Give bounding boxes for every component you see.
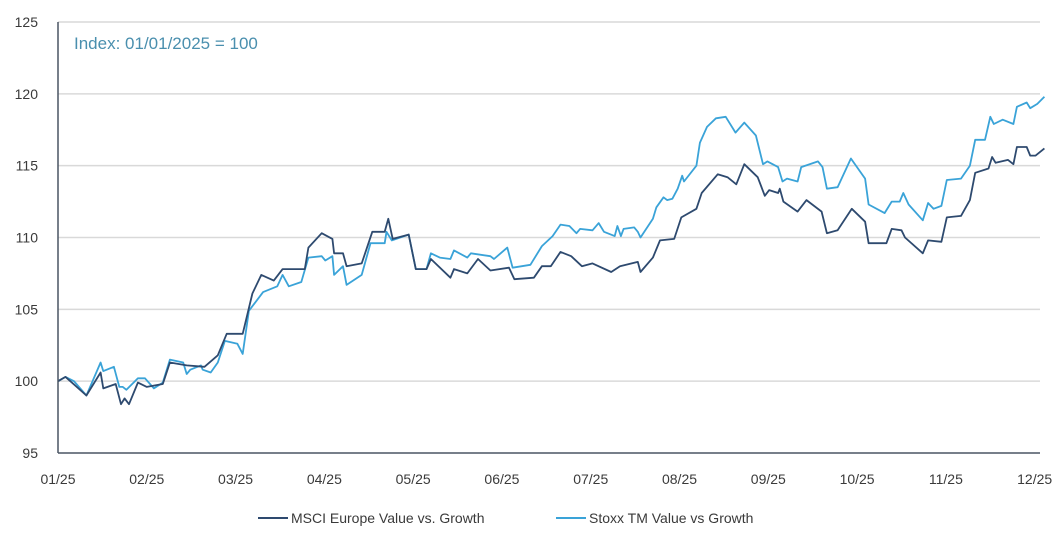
gridlines xyxy=(58,21,1040,382)
legend-label: Stoxx TM Value vs Growth xyxy=(589,510,753,526)
x-tick-label: 04/25 xyxy=(307,471,342,487)
legend-item: Stoxx TM Value vs Growth xyxy=(556,510,753,526)
x-tick-label: 03/25 xyxy=(218,471,253,487)
x-tick-label: 05/25 xyxy=(396,471,431,487)
y-tick-label: 100 xyxy=(15,373,39,389)
y-axis-ticks: 95 100 105 110 115 120 125 xyxy=(15,14,39,461)
series-line-stoxx-tm xyxy=(57,96,1046,397)
x-tick-label: 07/25 xyxy=(573,471,608,487)
y-tick-label: 115 xyxy=(16,158,39,174)
series-line-msci-europe xyxy=(57,146,1045,406)
series-lines xyxy=(57,96,1046,406)
x-tick-label: 08/25 xyxy=(662,471,697,487)
x-tick-label: 11/25 xyxy=(929,471,963,487)
legend-item: MSCI Europe Value vs. Growth xyxy=(258,510,484,526)
x-tick-label: 12/25 xyxy=(1017,471,1052,487)
x-tick-label: 01/25 xyxy=(40,471,75,487)
legend: MSCI Europe Value vs. Growth Stoxx TM Val… xyxy=(258,510,753,526)
y-tick-label: 125 xyxy=(15,14,39,30)
x-tick-label: 06/25 xyxy=(484,471,519,487)
legend-label: MSCI Europe Value vs. Growth xyxy=(291,510,484,526)
y-tick-label: 120 xyxy=(15,86,39,102)
y-tick-label: 95 xyxy=(22,445,38,461)
x-tick-label: 02/25 xyxy=(129,471,164,487)
x-tick-label: 09/25 xyxy=(751,471,786,487)
y-tick-label: 110 xyxy=(16,230,39,246)
x-tick-label: 10/25 xyxy=(840,471,875,487)
y-tick-label: 105 xyxy=(15,301,39,317)
x-axis-ticks: 01/25 02/25 03/25 04/25 05/25 06/25 07/25 08/25… xyxy=(40,471,1052,487)
index-annotation: Index: 01/01/2025 = 100 xyxy=(74,34,258,53)
